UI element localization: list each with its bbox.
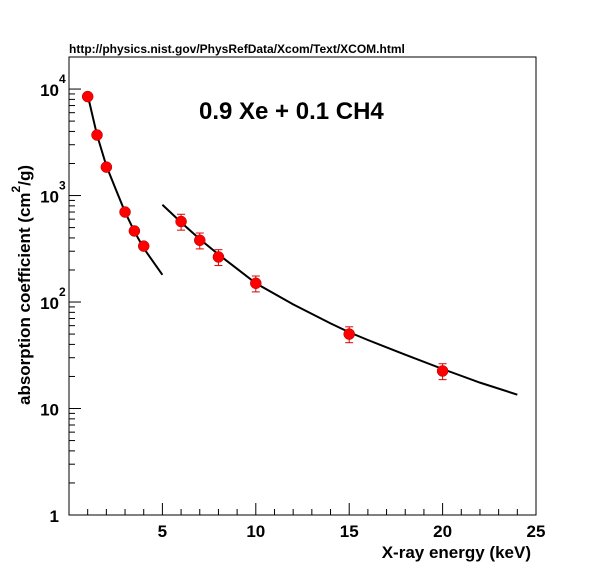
data-point: [250, 277, 262, 290]
data-point: [343, 328, 355, 340]
y-axis-title-main: absorption coefficient (cm: [15, 192, 34, 405]
x-tick-label: 25: [527, 522, 546, 541]
source-url: http://physics.nist.gov/PhysRefData/Xcom…: [69, 42, 405, 56]
data-point: [194, 234, 206, 247]
y-tick-label: 10: [40, 81, 59, 100]
svg-text:absorption coefficient (cm2/g): absorption coefficient (cm2/g): [9, 165, 34, 405]
y-tick-label: 10: [40, 188, 59, 207]
data-point: [81, 90, 94, 103]
data-point: [119, 206, 131, 218]
y-tick-exponent: 4: [59, 72, 66, 86]
y-tick-exponent: 3: [59, 179, 66, 193]
data-point: [100, 161, 113, 173]
data-point: [175, 215, 187, 228]
y-tick-label: 1: [50, 507, 59, 526]
data-point: [137, 240, 150, 252]
fit-curve: [161, 203, 518, 396]
data-point: [91, 129, 103, 141]
y-axis-title-suffix: /g): [15, 165, 34, 186]
data-points: [81, 90, 449, 381]
x-axis: 5 10 15 20 25: [87, 503, 546, 541]
x-tick-label: 10: [246, 522, 265, 541]
x-axis-title: X-ray energy (keV): [382, 543, 531, 562]
x-tick-label: 20: [433, 522, 452, 541]
data-point: [212, 251, 225, 263]
fit-curve: [86, 94, 164, 276]
plot-frame: [68, 56, 537, 516]
fit-curves: [86, 94, 518, 396]
y-axis-title-superscript: 2: [9, 185, 23, 192]
y-tick-label: 10: [40, 401, 59, 420]
data-point: [128, 225, 141, 237]
x-tick-label: 15: [340, 522, 359, 541]
chart-title: 0.9 Xe + 0.1 CH4: [199, 98, 384, 125]
y-tick-exponent: 2: [59, 285, 66, 299]
data-point: [436, 365, 449, 377]
y-axis-title: absorption coefficient (cm2/g): [9, 165, 34, 405]
y-tick-label: 10: [40, 294, 59, 313]
x-tick-label: 5: [158, 522, 167, 541]
